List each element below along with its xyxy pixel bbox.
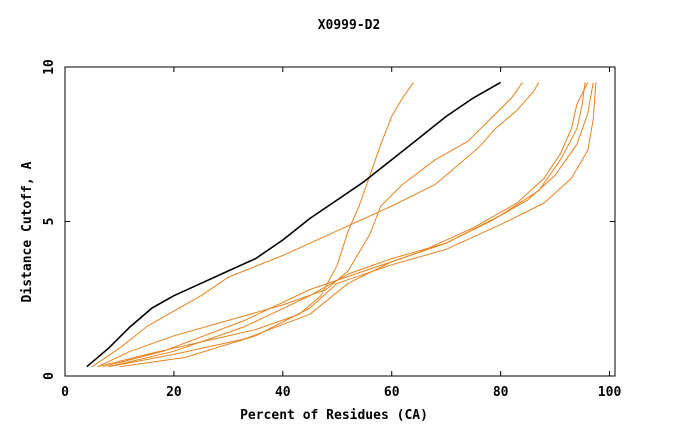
plot-frame xyxy=(64,66,616,377)
series-layer xyxy=(86,81,597,368)
series-line-1 xyxy=(91,82,540,368)
x-tick-label: 20 xyxy=(166,385,182,400)
series-line-2 xyxy=(97,82,523,368)
y-tick-label: 0 xyxy=(42,372,57,380)
series-line-7 xyxy=(102,82,589,368)
y-axis-label: Distance Cutoff, A xyxy=(20,161,35,302)
x-tick-label: 40 xyxy=(275,385,291,400)
chart-title: X0999-D2 xyxy=(318,18,381,33)
y-tick-label: 5 xyxy=(42,218,57,226)
series-line-3 xyxy=(97,82,414,368)
x-tick-label: 0 xyxy=(61,385,69,400)
x-axis-label: Percent of Residues (CA) xyxy=(240,408,428,423)
x-tick-label: 60 xyxy=(384,385,400,400)
series-line-highlight xyxy=(86,81,501,368)
series-line-5 xyxy=(119,82,597,368)
x-tick-label: 80 xyxy=(493,385,509,400)
y-tick-label: 10 xyxy=(42,59,57,75)
axis-ticks: 0 20 40 60 80 100 0 5 10 xyxy=(42,59,621,400)
x-tick-label: 100 xyxy=(598,385,622,400)
series-line-6 xyxy=(108,82,586,368)
